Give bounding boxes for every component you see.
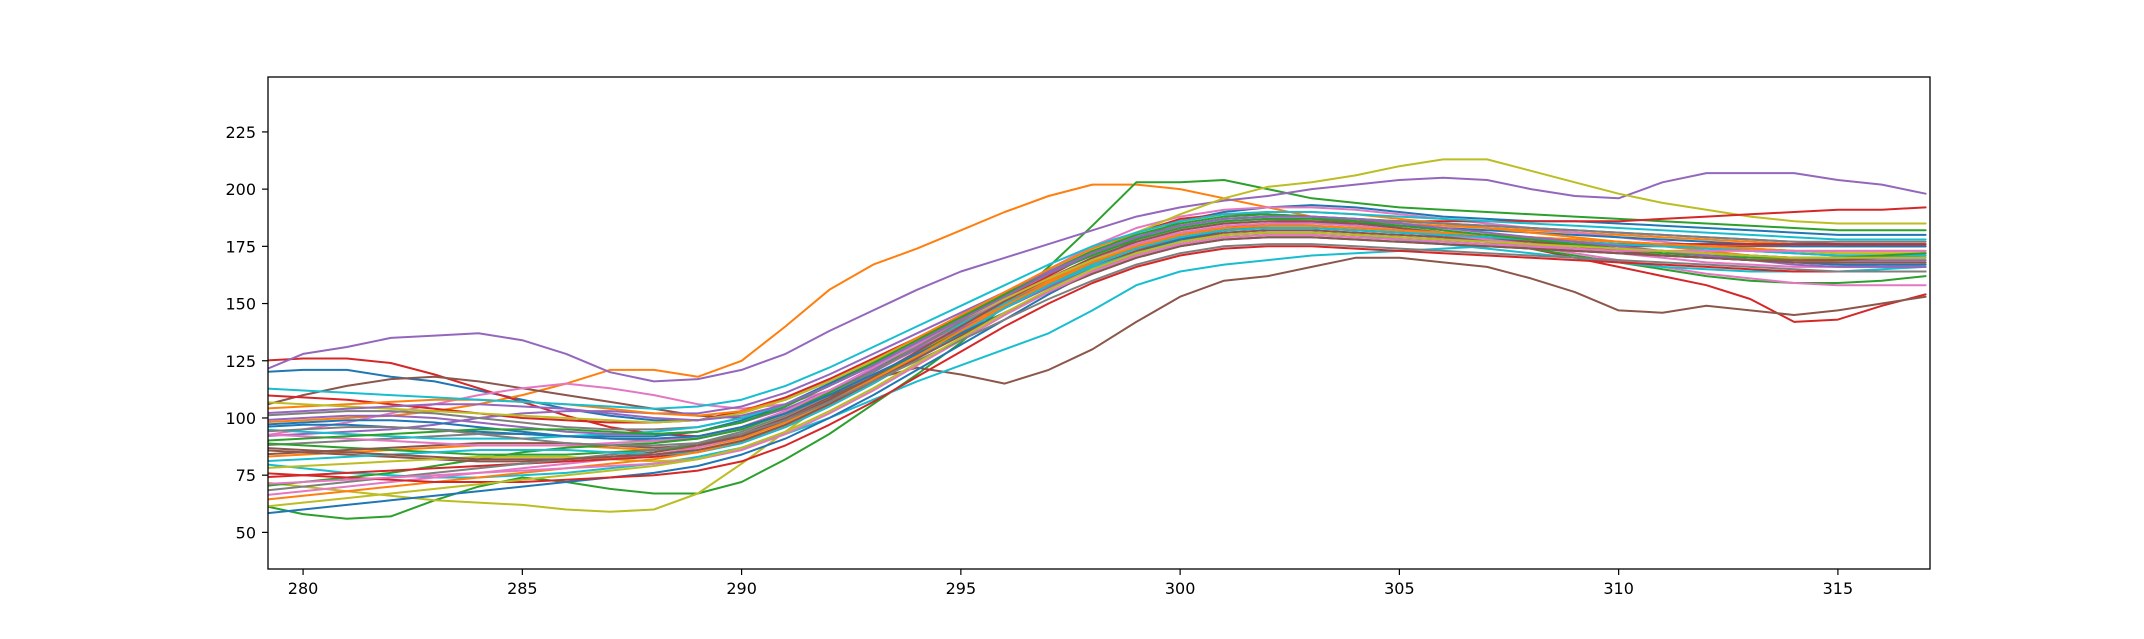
x-tick-label: 285 [507, 579, 538, 598]
x-tick-label: 295 [946, 579, 977, 598]
y-axis: 50 75 100 125 150 175 200 225 [225, 123, 268, 542]
series-lines [268, 158, 1927, 520]
y-tick-label: 50 [236, 523, 256, 542]
y-tick-label: 225 [225, 123, 256, 142]
series-line-36 [268, 236, 1927, 461]
series-line-30 [268, 227, 1927, 462]
series-line-20 [268, 231, 1927, 440]
series-line-6 [268, 256, 1927, 419]
y-tick-label: 175 [225, 237, 256, 256]
series-line-38 [268, 243, 1927, 447]
y-tick-label: 150 [225, 295, 256, 314]
series-line-32 [268, 224, 1927, 501]
x-tick-label: 290 [726, 579, 757, 598]
x-tick-label: 280 [288, 579, 319, 598]
x-tick-label: 300 [1165, 579, 1196, 598]
x-tick-label: 315 [1823, 579, 1854, 598]
y-tick-label: 200 [225, 180, 256, 199]
series-line-40 [268, 211, 1927, 410]
x-axis: 280 285 290 295 300 305 310 315 [288, 569, 1853, 598]
x-tick-label: 310 [1603, 579, 1634, 598]
y-tick-label: 100 [225, 409, 256, 428]
y-tick-label: 125 [225, 352, 256, 371]
series-line-39 [268, 231, 1927, 508]
series-line-34 [268, 245, 1927, 483]
x-tick-label: 305 [1384, 579, 1415, 598]
plot-frame [267, 76, 1931, 570]
series-line-5 [268, 172, 1927, 383]
y-tick-label: 75 [236, 466, 256, 485]
